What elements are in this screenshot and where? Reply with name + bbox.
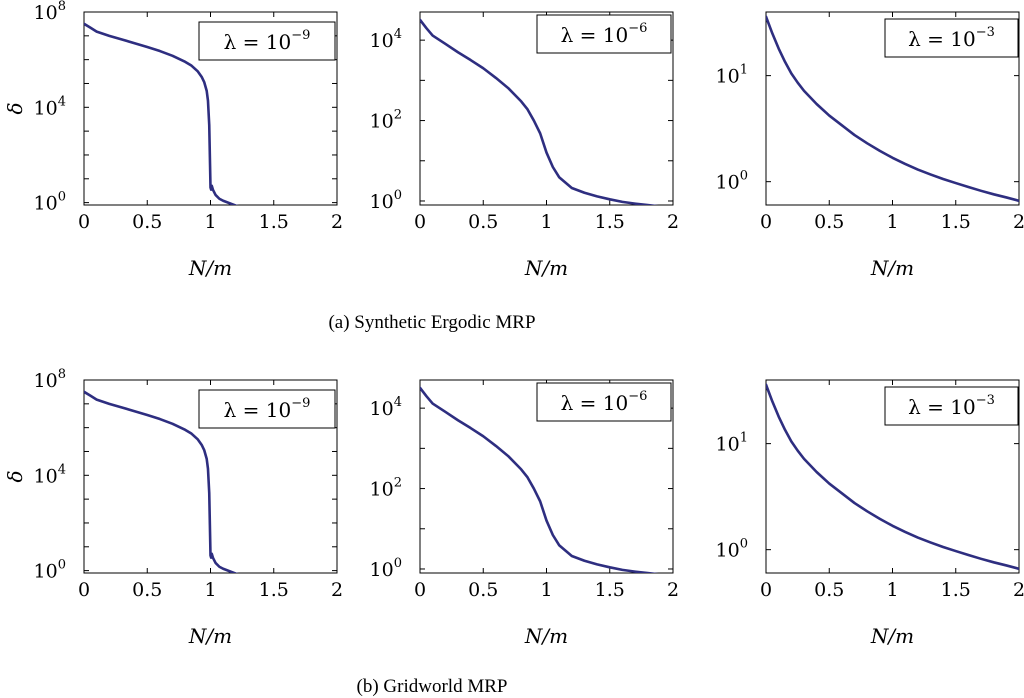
legend-label: λ = 10−6 (561, 389, 648, 415)
y-axis-label: δ (3, 102, 27, 114)
y-tick-label: 108 (34, 367, 66, 392)
legend-label: λ = 10−6 (561, 21, 648, 47)
legend-frame (536, 382, 672, 422)
y-tick-label: 100 (716, 537, 748, 562)
legend-box: λ = 10−9 (198, 389, 336, 429)
caption-b: (b) Gridworld MRP (357, 676, 508, 697)
y-tick-label: 104 (370, 27, 402, 52)
x-tick-label: 2 (1013, 211, 1024, 233)
x-tick-label: 0.5 (468, 579, 498, 601)
x-tick-label: 1.5 (595, 211, 625, 233)
data-series-line (84, 390, 240, 573)
y-tick-label: 108 (34, 0, 66, 24)
x-tick-label: 0 (760, 579, 772, 601)
chart-panel-6: 0 0.5 1 1.5 2 100 101 λ = 10−3 N/m (716, 379, 1024, 648)
y-axis-label: δ (3, 470, 27, 482)
x-tick-label: 0.5 (132, 211, 162, 233)
legend-label: λ = 10−9 (224, 28, 311, 54)
legend-frame (198, 21, 336, 61)
legend-frame (198, 389, 336, 429)
chart-panel-5: 0 0.5 1 1.5 2 100 102 104 λ = 10−6 N/m (370, 379, 679, 648)
x-tick-label: 0.5 (814, 211, 844, 233)
x-tick-label: 0 (414, 579, 426, 601)
chart-panel-3: 0 0.5 1 1.5 2 100 101 λ = 10−3 N/m (716, 11, 1024, 280)
chart-panel-4: 0 0.5 1 1.5 2 100 104 108 λ = 10−9 N/m δ (3, 367, 343, 648)
legend-box: λ = 10−3 (884, 386, 1019, 426)
y-tick-label: 100 (370, 188, 402, 213)
legend-label: λ = 10−3 (908, 25, 995, 51)
chart-panel-1: 0 0.5 1 1.5 2 100 104 108 λ = 10−9 N/m δ (3, 0, 343, 280)
legend-box: λ = 10−6 (536, 382, 672, 422)
y-tick-label: 101 (716, 63, 748, 88)
legend-box: λ = 10−9 (198, 21, 336, 61)
x-axis-label: N/m (524, 624, 568, 648)
legend-frame (536, 14, 672, 54)
caption-a: (a) Synthetic Ergodic MRP (328, 312, 535, 333)
x-tick-label: 2 (667, 579, 679, 601)
x-tick-label: 0 (760, 211, 772, 233)
x-tick-label: 2 (667, 211, 679, 233)
x-axis-label: N/m (524, 256, 568, 280)
x-tick-label: 0.5 (132, 579, 162, 601)
y-tick-label: 100 (34, 190, 66, 215)
y-tick-label: 104 (34, 462, 66, 487)
x-tick-label: 1 (540, 211, 552, 233)
y-tick-label: 100 (34, 558, 66, 583)
x-axis-label: N/m (188, 624, 232, 648)
x-tick-label: 1 (886, 579, 898, 601)
y-tick-label: 100 (370, 556, 402, 581)
x-tick-label: 1 (540, 579, 552, 601)
data-series-line (420, 386, 659, 573)
x-tick-label: 0.5 (468, 211, 498, 233)
legend-label: λ = 10−3 (908, 393, 995, 419)
x-tick-label: 0.5 (814, 579, 844, 601)
x-tick-label: 0 (78, 579, 90, 601)
x-tick-label: 1.5 (941, 579, 971, 601)
x-tick-label: 0 (414, 211, 426, 233)
y-tick-label: 104 (370, 395, 402, 420)
x-tick-label: 1.5 (595, 579, 625, 601)
y-tick-label: 102 (370, 108, 402, 133)
x-tick-label: 2 (1013, 579, 1024, 601)
data-series-line (420, 18, 659, 205)
x-tick-label: 2 (331, 579, 343, 601)
x-axis-label: N/m (870, 624, 914, 648)
x-tick-label: 2 (331, 211, 343, 233)
y-tick-label: 104 (34, 94, 66, 119)
x-tick-label: 1.5 (941, 211, 971, 233)
data-series-line (84, 22, 240, 205)
y-tick-label: 101 (716, 431, 748, 456)
chart-panel-2: 0 0.5 1 1.5 2 100 102 104 λ = 10−6 N/m (370, 11, 679, 280)
legend-frame (884, 386, 1019, 426)
x-axis-label: N/m (188, 256, 232, 280)
y-tick-label: 100 (716, 169, 748, 194)
x-axis-label: N/m (870, 256, 914, 280)
x-tick-label: 1 (204, 211, 216, 233)
x-tick-label: 0 (78, 211, 90, 233)
x-tick-label: 1 (886, 211, 898, 233)
data-series-line (766, 383, 1019, 571)
x-tick-label: 1.5 (259, 211, 289, 233)
x-tick-label: 1 (204, 579, 216, 601)
legend-label: λ = 10−9 (224, 396, 311, 422)
legend-box: λ = 10−3 (884, 18, 1019, 58)
legend-box: λ = 10−6 (536, 14, 672, 54)
y-tick-label: 102 (370, 476, 402, 501)
legend-frame (884, 18, 1019, 58)
data-series-line (766, 15, 1019, 203)
x-tick-label: 1.5 (259, 579, 289, 601)
